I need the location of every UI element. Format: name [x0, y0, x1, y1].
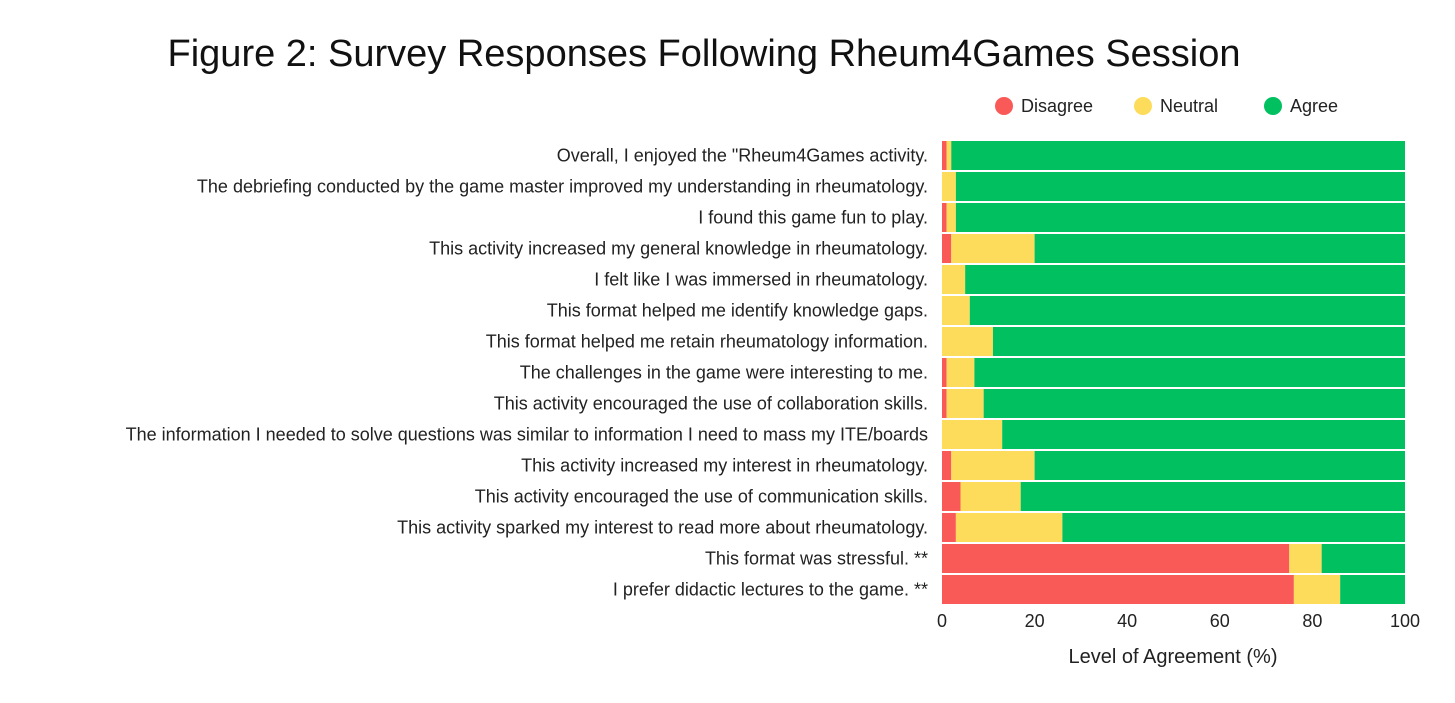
bar-neutral: [946, 389, 984, 418]
category-label: Overall, I enjoyed the "Rheum4Games acti…: [557, 146, 928, 166]
bar-disagree: [942, 482, 961, 511]
x-tick-label: 80: [1302, 611, 1322, 631]
category-label: This activity encouraged the use of coll…: [494, 394, 928, 414]
legend: Disagree Neutral Agree: [995, 96, 1338, 116]
bar-disagree: [942, 389, 947, 418]
bar-agree: [1002, 420, 1405, 449]
bar-neutral: [942, 265, 966, 294]
bar-agree: [1321, 544, 1405, 573]
bar-agree: [969, 296, 1405, 325]
bar-agree: [1340, 575, 1405, 604]
x-axis-ticks: 0 20 40 60 80 100: [937, 611, 1420, 631]
legend-label-disagree: Disagree: [1021, 96, 1093, 116]
x-tick-label: 40: [1117, 611, 1137, 631]
bar-agree: [1034, 451, 1405, 480]
bar-neutral: [1289, 544, 1322, 573]
category-label: This format helped me retain rheumatolog…: [486, 332, 928, 352]
bar-neutral: [942, 327, 993, 356]
bar-neutral: [946, 358, 975, 387]
bar-neutral: [1293, 575, 1341, 604]
category-label: This activity increased my general knowl…: [429, 239, 928, 259]
bar-disagree: [942, 141, 947, 170]
legend-swatch-neutral: [1134, 97, 1152, 115]
bar-neutral: [951, 451, 1035, 480]
category-label: I prefer didactic lectures to the game. …: [613, 580, 928, 600]
bar-agree: [955, 172, 1405, 201]
bar-neutral: [955, 513, 1063, 542]
x-tick-label: 100: [1390, 611, 1420, 631]
category-label: The debriefing conducted by the game mas…: [197, 177, 928, 197]
x-tick-label: 60: [1210, 611, 1230, 631]
bar-agree: [1034, 234, 1405, 263]
bar-disagree: [942, 575, 1294, 604]
category-label: I found this game fun to play.: [698, 208, 928, 228]
bar-neutral: [946, 203, 956, 232]
bar-neutral: [946, 141, 952, 170]
bar-disagree: [942, 203, 947, 232]
bar-neutral: [942, 420, 1003, 449]
chart-title: Figure 2: Survey Responses Following Rhe…: [168, 33, 1241, 75]
category-label: The information I needed to solve questi…: [126, 425, 928, 445]
bar-agree: [992, 327, 1405, 356]
bar-agree: [951, 141, 1405, 170]
category-label: The challenges in the game were interest…: [520, 363, 928, 383]
category-label: This activity increased my interest in r…: [521, 456, 928, 476]
bar-agree: [955, 203, 1405, 232]
bar-disagree: [942, 358, 947, 387]
bar-neutral: [960, 482, 1021, 511]
bar-disagree: [942, 544, 1290, 573]
bar-disagree: [942, 234, 952, 263]
legend-swatch-agree: [1264, 97, 1282, 115]
legend-label-agree: Agree: [1290, 96, 1338, 116]
bar-neutral: [942, 172, 956, 201]
bar-agree: [983, 389, 1405, 418]
bar-agree: [1020, 482, 1405, 511]
bar-neutral: [942, 296, 970, 325]
category-label: This activity encouraged the use of comm…: [475, 487, 928, 507]
bar-disagree: [942, 513, 956, 542]
bar-agree: [1062, 513, 1405, 542]
legend-label-neutral: Neutral: [1160, 96, 1218, 116]
bar-agree: [974, 358, 1405, 387]
bars: [942, 141, 1405, 604]
category-label: This activity sparked my interest to rea…: [397, 518, 928, 538]
x-axis-title: Level of Agreement (%): [1069, 646, 1278, 668]
x-tick-label: 20: [1025, 611, 1045, 631]
category-label: This format helped me identify knowledge…: [547, 301, 928, 321]
category-label: I felt like I was immersed in rheumatolo…: [594, 270, 928, 290]
category-label: This format was stressful. **: [705, 549, 928, 569]
bar-neutral: [951, 234, 1035, 263]
bar-disagree: [942, 451, 952, 480]
bar-agree: [965, 265, 1405, 294]
category-labels: Overall, I enjoyed the "Rheum4Games acti…: [126, 146, 928, 600]
legend-swatch-disagree: [995, 97, 1013, 115]
x-tick-label: 0: [937, 611, 947, 631]
